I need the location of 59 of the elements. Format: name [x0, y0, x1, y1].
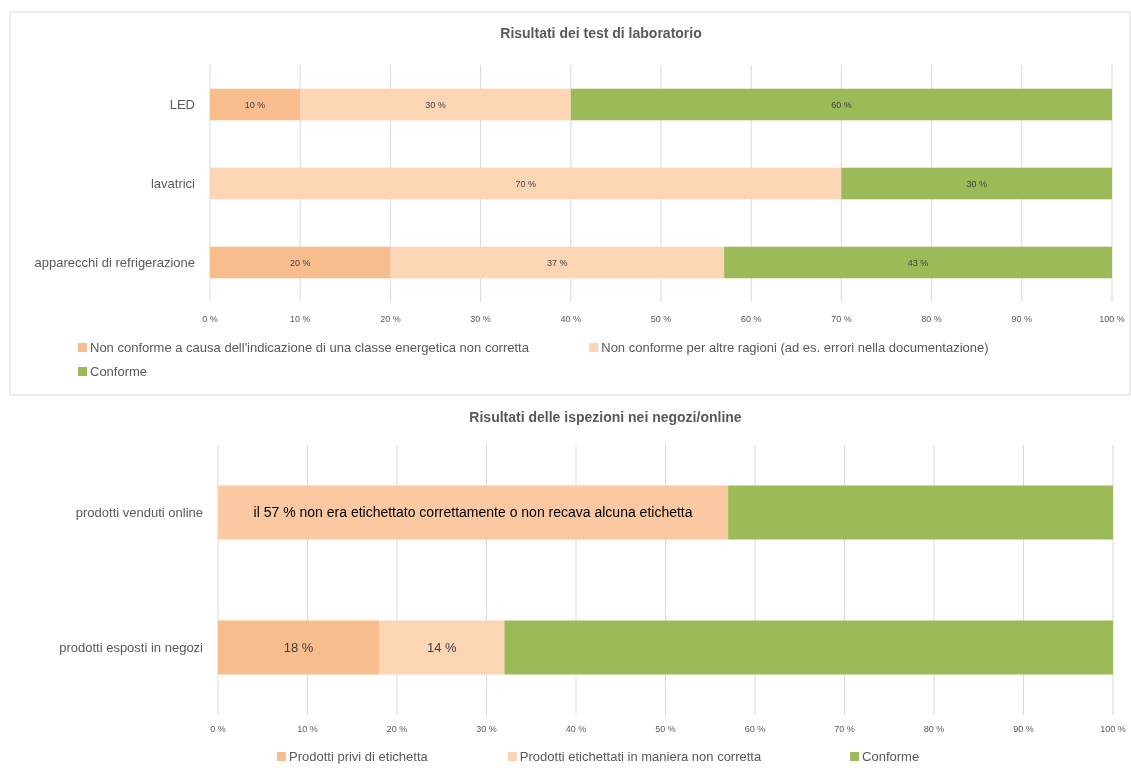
- data-label: 30 %: [425, 99, 446, 110]
- legend-label: Prodotti etichettati in maniera non corretta: [519, 749, 762, 764]
- legend-label: Conforme: [862, 749, 920, 764]
- bar: [570, 88, 1112, 121]
- data-label: 20 %: [289, 257, 311, 268]
- bar: [841, 167, 1112, 200]
- data-label: 10 %: [244, 99, 266, 110]
- bar: [210, 88, 301, 121]
- legend-label: Prodotti privi di etichetta: [289, 749, 429, 764]
- data-label: 70 %: [515, 178, 536, 189]
- y-tick-label: prodotti venduti online: [75, 505, 203, 521]
- x-tick-label: 30 %: [476, 724, 497, 734]
- x-tick-label: 60 %: [740, 314, 762, 324]
- x-tick-label: 10 %: [297, 724, 318, 734]
- data-label: 30 %: [966, 178, 987, 189]
- x-tick-label: 30 %: [470, 314, 491, 324]
- legend-label: Conforme: [90, 364, 148, 379]
- x-tick-label: 40 %: [560, 314, 582, 324]
- bar: [379, 620, 505, 675]
- y-tick-label: prodotti esposti in negozi: [59, 640, 204, 656]
- bar: [390, 246, 725, 279]
- x-tick-label: 80 %: [923, 724, 945, 734]
- x-tick-label: 20 %: [380, 314, 401, 324]
- bar: [300, 88, 571, 121]
- bar: [724, 246, 1112, 279]
- y-tick-label: LED: [169, 97, 195, 113]
- bar: [504, 620, 1113, 675]
- data-label: 43 %: [907, 257, 929, 268]
- x-tick-label: 100 %: [1099, 314, 1125, 324]
- legend-label: Non conforme a causa dell'indicazione di una classe energetica non corretta: [90, 340, 530, 355]
- data-label: 60 %: [831, 99, 852, 110]
- x-tick-label: 70 %: [834, 724, 855, 734]
- x-tick-label: 60 %: [744, 724, 766, 734]
- legend-label: Non conforme per altre ragioni (ad es. errori nella documentazione): [601, 340, 989, 355]
- x-tick-label: 80 %: [921, 314, 942, 324]
- x-tick-label: 0 %: [210, 724, 226, 734]
- x-tick-label: 10 %: [289, 314, 311, 324]
- bar: [218, 485, 729, 540]
- y-tick-label: apparecchi di refrigerazione: [34, 255, 195, 271]
- x-tick-label: 50 %: [655, 724, 676, 734]
- bar: [210, 167, 842, 200]
- bar: [218, 620, 380, 675]
- chart-title: Risultati delle ispezioni nei negozi/online: [469, 409, 742, 425]
- y-tick-label: lavatrici: [150, 176, 196, 192]
- chart-title: Risultati dei test di laboratorio: [500, 25, 702, 41]
- x-tick-label: 0 %: [202, 314, 218, 324]
- x-tick-label: 70 %: [831, 314, 852, 324]
- x-tick-label: 90 %: [1013, 724, 1034, 734]
- data-label: 37 %: [547, 257, 568, 268]
- x-tick-label: 100 %: [1100, 724, 1126, 734]
- x-tick-label: 20 %: [386, 724, 408, 734]
- x-tick-label: 40 %: [565, 724, 587, 734]
- data-label: 18 %: [283, 640, 314, 656]
- data-label: 14 %: [426, 640, 457, 656]
- bar: [210, 246, 391, 279]
- x-tick-label: 90 %: [1011, 314, 1033, 324]
- x-tick-label: 50 %: [650, 314, 672, 324]
- bar: [728, 485, 1113, 540]
- data-label: il 57 % non era etichettato correttamente o non recava alcuna etichetta: [253, 504, 693, 521]
